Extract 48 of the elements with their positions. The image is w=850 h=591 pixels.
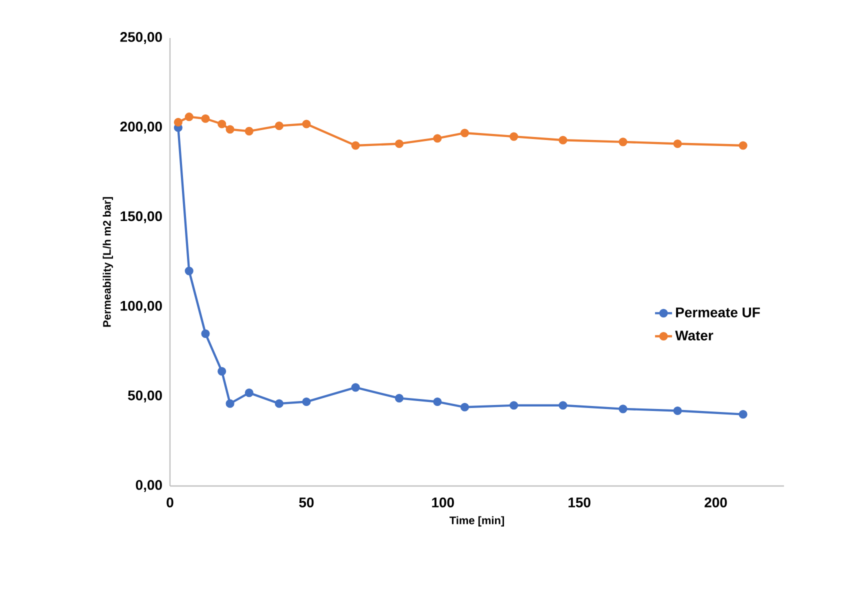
x-tick-label: 200 [704, 498, 727, 508]
point [673, 406, 682, 416]
point [460, 128, 470, 138]
legend-label: Permeate UF [676, 308, 760, 318]
y-tick-label: 100,00 [120, 300, 162, 313]
x-tick-label: 100 [432, 498, 454, 508]
point [460, 402, 470, 412]
point [226, 399, 234, 408]
point [174, 118, 182, 127]
point [738, 141, 748, 150]
point [302, 120, 311, 128]
point [226, 125, 234, 134]
y-tick-label: 250,00 [120, 32, 162, 44]
point [558, 401, 568, 410]
y-tick-label: 200,00 [120, 122, 162, 134]
point [510, 132, 518, 141]
point [351, 141, 360, 150]
x-tick-label: 50 [299, 498, 314, 508]
point [274, 399, 284, 408]
point [184, 266, 194, 276]
point [302, 397, 311, 406]
point [433, 134, 442, 143]
y-tick-label: 50,00 [128, 390, 162, 402]
point [201, 114, 210, 123]
point [184, 112, 194, 122]
point [394, 139, 404, 148]
point [244, 388, 254, 398]
point [510, 401, 518, 410]
point [394, 394, 404, 402]
point [201, 329, 210, 338]
legend-label: Water [675, 330, 714, 340]
point [673, 139, 682, 148]
point [558, 136, 568, 144]
point [618, 138, 628, 146]
y-tick-label: 0,00 [136, 480, 162, 492]
point [433, 397, 442, 406]
x-tick-label: 0 [166, 498, 174, 508]
y-axis-title: Permeability [L/h m2 bar] [102, 197, 113, 327]
point [218, 120, 226, 128]
x-tick-label: 150 [568, 498, 590, 508]
point [274, 122, 284, 130]
point [218, 367, 226, 376]
point [351, 383, 360, 392]
point [618, 404, 628, 414]
x-axis-title: Time [min] [450, 516, 504, 526]
point [738, 410, 748, 419]
point [244, 126, 254, 136]
y-tick-label: 150,00 [120, 211, 162, 224]
